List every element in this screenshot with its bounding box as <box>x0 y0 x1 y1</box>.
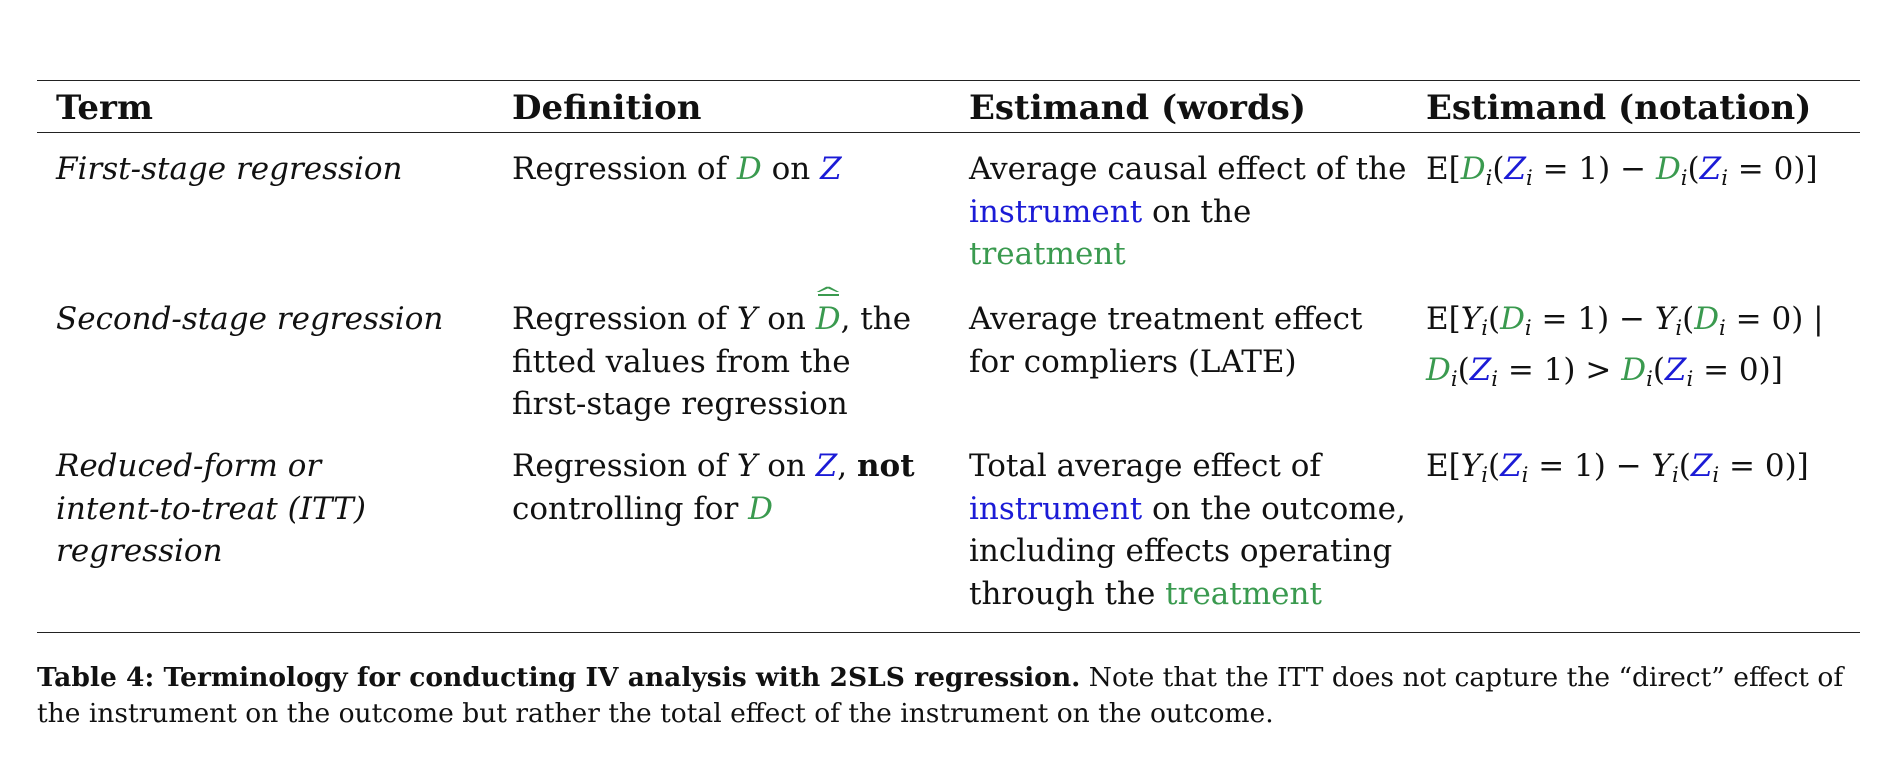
row3-def-bold-not: not <box>856 448 915 484</box>
row3-def-prefix: Regression of <box>512 448 737 484</box>
row3-def-var-d: D <box>748 490 774 527</box>
row2-def-suffix: , the <box>840 301 912 337</box>
row2-term-line: Second-stage regression <box>56 301 444 337</box>
row1-term-line: First-stage regression <box>56 151 403 187</box>
row3-def-mid: on <box>757 448 816 484</box>
row2-term: Second-stage regression <box>56 298 443 341</box>
row1-words-instrument: instrument <box>969 193 1143 230</box>
row1-term: First-stage regression <box>56 148 403 191</box>
table-caption: Table 4: Terminology for conducting IV a… <box>37 660 1860 732</box>
row1-words-line1: Average causal effect of the <box>969 151 1407 187</box>
row3-def-line2: controlling for D <box>512 488 915 531</box>
row3-term-line2: intent-to-treat (ITT) <box>56 490 366 527</box>
row2-def-var-y: Y <box>736 301 758 337</box>
row2-def-line2: fitted values from the <box>512 343 851 380</box>
row1-notation: E[Di(Zi = 1) − Di(Zi = 0)] <box>1426 151 1818 190</box>
header-term: Term <box>56 88 153 128</box>
row2-def-line1: Regression of Y on ^ D, the <box>512 284 912 341</box>
row3-def-var-y: Y <box>736 448 758 484</box>
row3-words-line4-text: through the <box>969 575 1166 612</box>
row3-words-line2-rest: on the outcome, <box>1142 490 1406 527</box>
row3-term: Reduced-form or intent-to-treat (ITT) re… <box>56 445 366 573</box>
row3-notation: E[Yi(Zi = 1) − Yi(Zi = 0)] <box>1426 448 1809 487</box>
header-estimand-words: Estimand (words) <box>969 88 1306 128</box>
row3-words-treatment: treatment <box>1165 575 1322 612</box>
row2-words-line2: for compliers (LATE) <box>969 343 1297 380</box>
row3-def-line2-text: controlling for <box>512 490 749 527</box>
row1-def-var-z: Z <box>820 151 842 187</box>
row2-def-line3: first-stage regression <box>512 386 848 422</box>
row3-words-instrument: instrument <box>969 490 1143 527</box>
row1-words-line2: instrument on the <box>969 191 1406 234</box>
row1-words-treatment: treatment <box>969 236 1126 272</box>
row3-def-sep: , <box>837 448 857 484</box>
row2-def-mid: on <box>757 301 816 337</box>
row3-def-var-z: Z <box>815 448 838 484</box>
row3-definition: Regression of Y on Z, not controlling fo… <box>512 445 915 530</box>
row2-words-line1: Average treatment effect <box>969 301 1363 337</box>
row1-def-prefix: Regression of <box>512 151 737 187</box>
row3-words-line3: including effects operating <box>969 533 1393 569</box>
row3-words-line1: Total average effect of <box>969 448 1321 484</box>
header-definition: Definition <box>512 88 702 128</box>
row3-def-line1: Regression of Y on Z, not <box>512 445 915 488</box>
table-bottom-rule <box>37 632 1860 633</box>
row3-term-line1: Reduced-form or <box>56 448 322 484</box>
row3-words-line2: instrument on the outcome, <box>969 488 1406 531</box>
row3-words-line4: through the treatment <box>969 573 1406 616</box>
row3-words: Total average effect of instrument on th… <box>969 445 1406 615</box>
row2-def-var-dhat: ^ D <box>813 284 843 341</box>
row1-words: Average causal effect of the instrument … <box>969 148 1406 276</box>
caption-text: Note that the ITT does not capture the “… <box>37 662 1844 729</box>
row2-definition: Regression of Y on ^ D, the fitted values… <box>512 284 912 426</box>
row3-term-line3: regression <box>56 533 223 569</box>
row1-def-mid: on <box>761 151 821 187</box>
row1-definition: Regression of D on Z <box>512 148 842 191</box>
caption-bold-title: Table 4: Terminology for conducting IV a… <box>37 662 1081 693</box>
row1-words-line2-rest: on the <box>1142 193 1252 230</box>
row2-words: Average treatment effect for compliers (… <box>969 298 1362 383</box>
row2-def-prefix: Regression of <box>512 301 737 337</box>
header-estimand-notation: Estimand (notation) <box>1426 88 1812 128</box>
table-top-rule <box>37 80 1860 81</box>
row1-def-var-d: D <box>736 151 762 187</box>
hat-accent-icon: ^ <box>813 282 844 306</box>
table-header-rule <box>37 132 1860 133</box>
row2-notation: E[Yi(Di = 1) − Yi(Di = 0) | Di(Zi = 1) >… <box>1426 301 1824 392</box>
